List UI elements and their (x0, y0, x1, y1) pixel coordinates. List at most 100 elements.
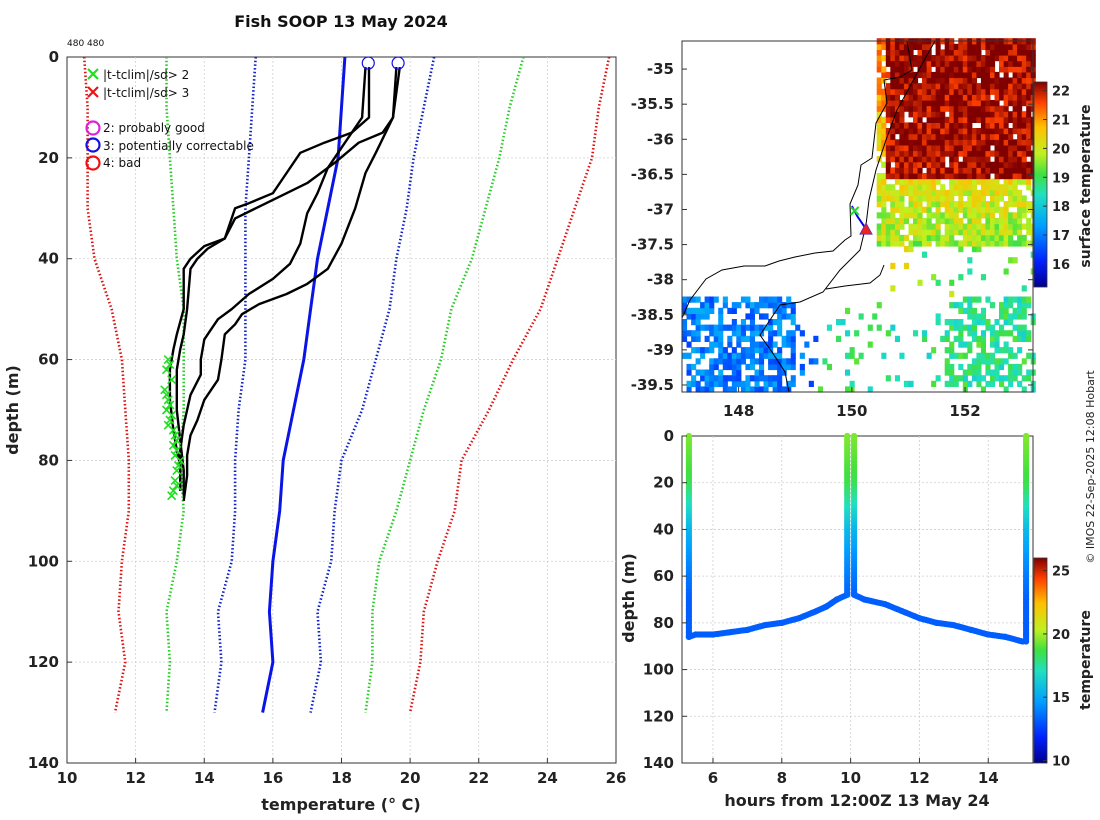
sst-cell (913, 184, 919, 191)
sst-cell (876, 324, 882, 331)
sst-cell (763, 347, 769, 354)
sst-cell (745, 363, 751, 371)
sst-cell (994, 195, 1000, 202)
sst-cell (913, 173, 919, 180)
sst-cell (917, 212, 923, 219)
sst-cell (985, 105, 991, 112)
sst-cell (999, 184, 1005, 191)
sst-cell (1021, 302, 1027, 309)
sst-cell (890, 43, 896, 50)
sst-cell (890, 212, 896, 219)
sst-cell (777, 313, 783, 320)
sst-cell (953, 223, 959, 230)
map-ytick-label: -35 (647, 60, 674, 78)
sst-cell (949, 279, 955, 286)
sst-cell (994, 347, 1000, 354)
sst-cell (1012, 156, 1018, 163)
sst-cell (971, 223, 977, 230)
sst-cell (781, 341, 787, 348)
sst-cell (908, 94, 914, 101)
sst-cell (971, 358, 977, 365)
sst-cell (926, 94, 932, 101)
sst-cell (1021, 60, 1027, 67)
sst-cell (881, 71, 887, 79)
sst-cell (1012, 324, 1018, 331)
sst-cell (994, 100, 1000, 107)
sst-cell (885, 128, 891, 135)
sst-cell (876, 133, 882, 140)
sst-cell (1003, 111, 1009, 118)
sst-cell (736, 369, 742, 376)
sst-cell (913, 195, 919, 202)
sst-cell (940, 167, 946, 174)
sst-cell (727, 307, 733, 314)
sst-cell (917, 139, 923, 146)
sst-cell (949, 111, 955, 118)
sst-cell (931, 173, 937, 180)
sst-cell (990, 77, 996, 84)
sst-cell (1026, 139, 1032, 146)
flag-sd2-marker (168, 425, 178, 435)
sst-cell (700, 307, 706, 314)
sst-cell (772, 319, 778, 326)
sst-cell (872, 313, 878, 320)
sst-cell (962, 380, 968, 387)
sst-cell (1003, 296, 1009, 303)
sst-cell (976, 206, 982, 213)
sst-cell (976, 156, 982, 163)
sst-cell (908, 139, 914, 146)
sst-cell (935, 279, 941, 286)
sst-cell (704, 386, 710, 393)
sst-cell (926, 234, 932, 241)
sst-cell (953, 375, 959, 382)
sst-cell (1021, 212, 1027, 219)
sst-cell (994, 105, 1000, 112)
sst-cell (922, 49, 928, 56)
sst-cell (971, 178, 977, 185)
sst-cell (709, 296, 715, 303)
sst-cell (990, 66, 996, 73)
sst-cell (1003, 206, 1009, 213)
flag-sd2-marker (172, 465, 182, 476)
sst-cell (1026, 173, 1032, 180)
sst-cell (1021, 156, 1027, 163)
sst-cell (985, 212, 991, 219)
sst-cell (695, 380, 701, 387)
sst-cell (799, 369, 805, 376)
sst-cell (1012, 55, 1018, 62)
sst-cell (749, 341, 755, 348)
sst-cell (971, 184, 977, 191)
sst-cell (1012, 195, 1018, 202)
sst-cell (777, 319, 783, 326)
sst-cell (1026, 201, 1032, 208)
sst-cell (1021, 285, 1027, 292)
sst-cell (967, 347, 973, 354)
sst-cell (967, 71, 973, 79)
sst-cell (745, 313, 751, 320)
sst-cell (931, 94, 937, 101)
sst-cell (976, 363, 982, 371)
sst-cell (944, 43, 950, 50)
sst-cell (1003, 94, 1009, 101)
sst-cell (1017, 189, 1023, 196)
sst-cell (926, 217, 932, 225)
sst-cell (990, 88, 996, 95)
sst-cell (962, 369, 968, 376)
sst-cell (790, 358, 796, 365)
sst-cell (940, 240, 946, 247)
sst-cell (799, 330, 805, 337)
sst-cell (890, 234, 896, 241)
legend-qc-4: 4: bad (85, 155, 141, 171)
sst-cell (994, 369, 1000, 376)
sst-cell (976, 173, 982, 180)
sst-cell (1003, 83, 1009, 90)
sst-cell (985, 229, 991, 236)
sst-cell (917, 279, 923, 286)
sst-cell (754, 324, 760, 331)
sst-cell (949, 206, 955, 213)
sst-cell (971, 363, 977, 371)
sst-cell (894, 144, 900, 152)
flag-sd2-marker (163, 355, 173, 365)
sst-cell (1012, 223, 1018, 230)
